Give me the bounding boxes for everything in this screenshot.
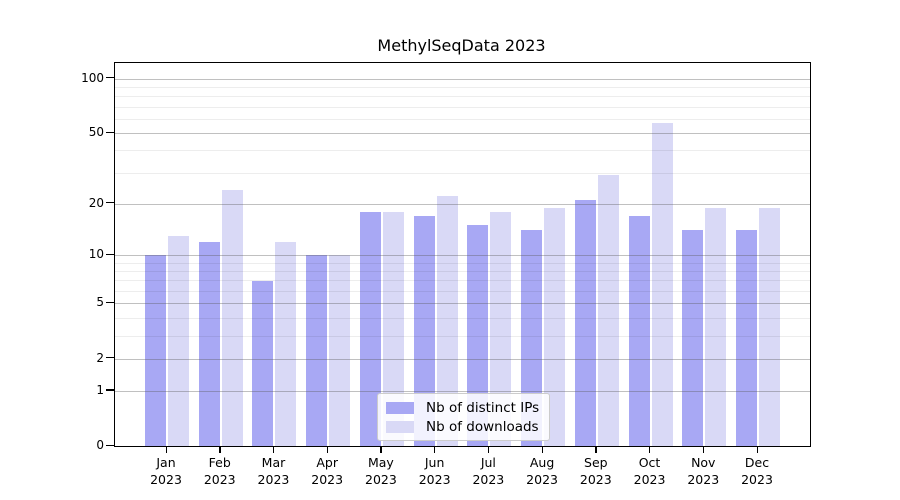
x-tick-label-jun-2023: Jun 2023 bbox=[418, 455, 451, 487]
x-tick-label-jul-2023: Jul 2023 bbox=[472, 455, 505, 487]
y-tick-mark-10 bbox=[106, 253, 114, 255]
bar-nb-of-downloads-apr-2023 bbox=[329, 255, 351, 446]
x-tick-label-feb-2023: Feb 2023 bbox=[203, 455, 236, 487]
x-tick-label-nov-2023: Nov 2023 bbox=[687, 455, 720, 487]
x-tick-label-dec-2023: Dec 2023 bbox=[741, 455, 773, 487]
bar-nb-of-downloads-sep-2023 bbox=[597, 175, 619, 446]
x-tick-mark-mar-2023 bbox=[272, 447, 275, 453]
y-tick-label-100: 100 bbox=[81, 70, 104, 85]
legend-swatch-downloads-icon bbox=[386, 420, 414, 433]
x-tick-label-jan-2023: Jan 2023 bbox=[150, 455, 182, 487]
x-tick-label-mar-2023: Mar 2023 bbox=[257, 455, 290, 487]
y-tick-mark-20 bbox=[106, 202, 114, 204]
y-tick-label-0: 0 bbox=[96, 438, 104, 452]
bar-nb-of-distinct-ips-oct-2023 bbox=[628, 215, 650, 446]
chart-title: MethylSeqData 2023 bbox=[377, 36, 546, 55]
bar-nb-of-distinct-ips-jul-2023 bbox=[467, 225, 489, 446]
legend-label-downloads: Nb of downloads bbox=[426, 418, 539, 435]
bar-nb-of-distinct-ips-feb-2023 bbox=[198, 241, 220, 446]
x-tick-mark-feb-2023 bbox=[219, 447, 221, 453]
x-tick-mark-nov-2023 bbox=[702, 447, 705, 453]
y-tick-label-50: 50 bbox=[88, 125, 104, 140]
y-tick-mark-1 bbox=[106, 389, 114, 391]
bar-nb-of-downloads-may-2023 bbox=[382, 211, 404, 446]
x-tick-mark-jun-2023 bbox=[434, 447, 436, 453]
bar-nb-of-distinct-ips-may-2023 bbox=[359, 211, 381, 446]
x-tick-mark-oct-2023 bbox=[649, 447, 651, 453]
legend: Nb of distinct IPs Nb of downloads bbox=[377, 393, 551, 441]
x-tick-label-aug-2023: Aug 2023 bbox=[526, 455, 558, 487]
plot-area bbox=[114, 62, 811, 447]
bar-nb-of-downloads-nov-2023 bbox=[705, 207, 727, 446]
y-tick-mark-100 bbox=[106, 77, 114, 79]
bar-nb-of-downloads-dec-2023 bbox=[759, 207, 780, 446]
bar-nb-of-downloads-jul-2023 bbox=[490, 211, 512, 446]
bar-nb-of-downloads-feb-2023 bbox=[221, 189, 243, 446]
legend-item-distinct-ips: Nb of distinct IPs bbox=[386, 398, 539, 417]
y-tick-label-5: 5 bbox=[96, 295, 104, 310]
bars-layer bbox=[115, 63, 810, 446]
bar-nb-of-distinct-ips-mar-2023 bbox=[252, 280, 274, 446]
y-tick-label-1: 1 bbox=[96, 382, 104, 397]
legend-item-downloads: Nb of downloads bbox=[386, 417, 539, 436]
y-tick-label-10: 10 bbox=[88, 247, 104, 262]
x-tick-label-may-2023: May 2023 bbox=[365, 455, 397, 487]
x-tick-mark-sep-2023 bbox=[595, 447, 597, 453]
bar-nb-of-distinct-ips-sep-2023 bbox=[574, 200, 596, 446]
bar-nb-of-distinct-ips-aug-2023 bbox=[521, 230, 543, 446]
bar-nb-of-distinct-ips-nov-2023 bbox=[682, 230, 704, 446]
x-tick-label-oct-2023: Oct 2023 bbox=[633, 455, 666, 487]
x-tick-mark-jan-2023 bbox=[165, 447, 167, 453]
y-tick-mark-5 bbox=[106, 301, 114, 304]
y-tick-label-2: 2 bbox=[96, 350, 104, 365]
y-tick-mark-2 bbox=[106, 357, 114, 359]
bar-nb-of-downloads-jan-2023 bbox=[168, 235, 189, 446]
x-tick-mark-jul-2023 bbox=[487, 447, 490, 453]
bar-nb-of-distinct-ips-apr-2023 bbox=[306, 255, 328, 446]
x-tick-label-sep-2023: Sep 2023 bbox=[579, 455, 612, 487]
x-tick-label-apr-2023: Apr 2023 bbox=[311, 455, 344, 487]
y-tick-mark-50 bbox=[106, 131, 114, 133]
x-tick-mark-may-2023 bbox=[380, 447, 382, 453]
legend-swatch-distinct-ips-icon bbox=[386, 401, 414, 414]
y-tick-label-20: 20 bbox=[88, 195, 104, 210]
x-tick-mark-apr-2023 bbox=[326, 447, 328, 453]
bar-nb-of-distinct-ips-jun-2023 bbox=[413, 215, 435, 446]
bar-nb-of-downloads-jun-2023 bbox=[436, 196, 458, 446]
bar-nb-of-distinct-ips-jan-2023 bbox=[145, 255, 166, 446]
bar-nb-of-downloads-mar-2023 bbox=[275, 241, 297, 446]
legend-label-distinct-ips: Nb of distinct IPs bbox=[426, 399, 540, 416]
bar-nb-of-downloads-oct-2023 bbox=[651, 122, 673, 446]
x-tick-mark-aug-2023 bbox=[541, 447, 543, 453]
bar-nb-of-downloads-aug-2023 bbox=[544, 207, 566, 446]
bar-nb-of-distinct-ips-dec-2023 bbox=[736, 230, 757, 446]
y-tick-mark-0 bbox=[106, 444, 114, 446]
x-tick-mark-dec-2023 bbox=[756, 447, 758, 453]
